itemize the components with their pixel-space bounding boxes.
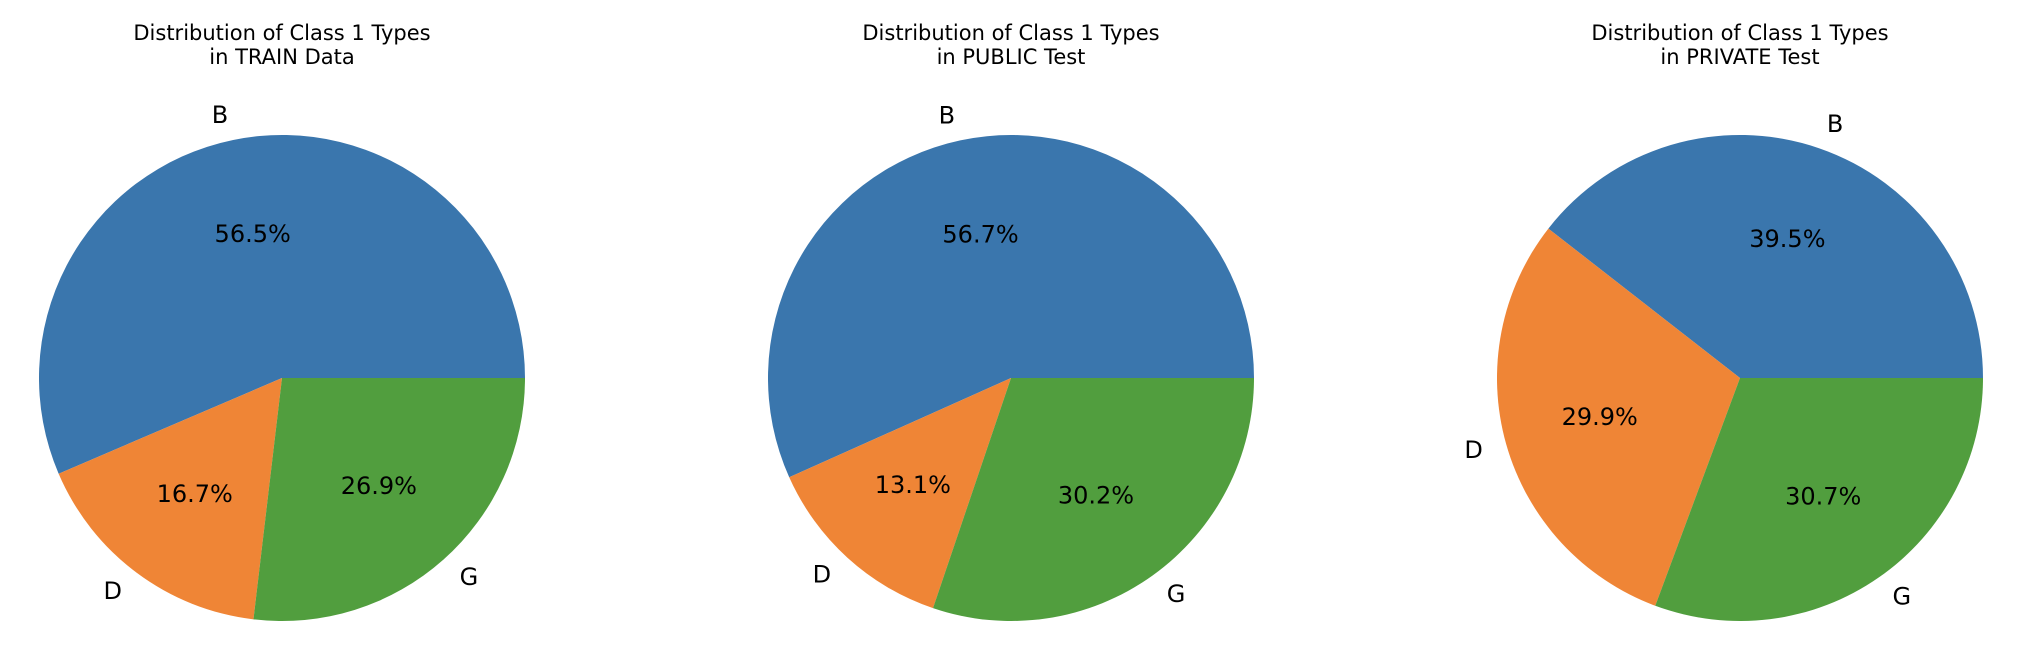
slice-percent-b: 39.5% [1749,225,1825,253]
pie-slice-b [1548,134,1983,378]
chart-title-line-2: in TRAIN Data [209,45,354,69]
slice-percent-g: 26.9% [341,472,417,500]
slice-label-g: G [1893,583,1912,611]
pie-slice-d [789,378,1011,609]
pie-slice-g [933,378,1254,622]
chart-title-line-1: Distribution of Class 1 Types [133,21,430,45]
pie-slice-d [58,378,282,620]
slice-label-d: D [1464,436,1482,464]
slice-percent-b: 56.7% [942,220,1018,248]
slice-label-d: D [103,577,121,605]
slice-label-g: G [460,563,479,591]
slice-percent-g: 30.2% [1058,481,1134,509]
slice-percent-b: 56.5% [215,220,291,248]
slice-label-d: D [813,561,831,589]
chart-title-line-2: in PUBLIC Test [937,45,1086,69]
slice-percent-d: 29.9% [1562,403,1638,431]
pie-slice-g [1655,378,1983,622]
chart-title-line-1: Distribution of Class 1 Types [1591,21,1888,45]
chart-title-line-1: Distribution of Class 1 Types [862,21,1159,45]
pie-slice-g [253,378,526,621]
pie-slice-b [768,135,1254,478]
slice-percent-d: 16.7% [157,480,233,508]
slice-label-g: G [1167,580,1186,608]
chart-title-line-2: in PRIVATE Test [1660,45,1819,69]
slice-label-b: B [212,101,228,129]
slice-label-b: B [1827,110,1843,138]
pie-slice-b [39,135,526,474]
slice-percent-d: 13.1% [875,471,951,499]
slice-label-b: B [939,102,955,130]
slice-percent-g: 30.7% [1785,483,1861,511]
pie-slice-d [1496,228,1740,606]
